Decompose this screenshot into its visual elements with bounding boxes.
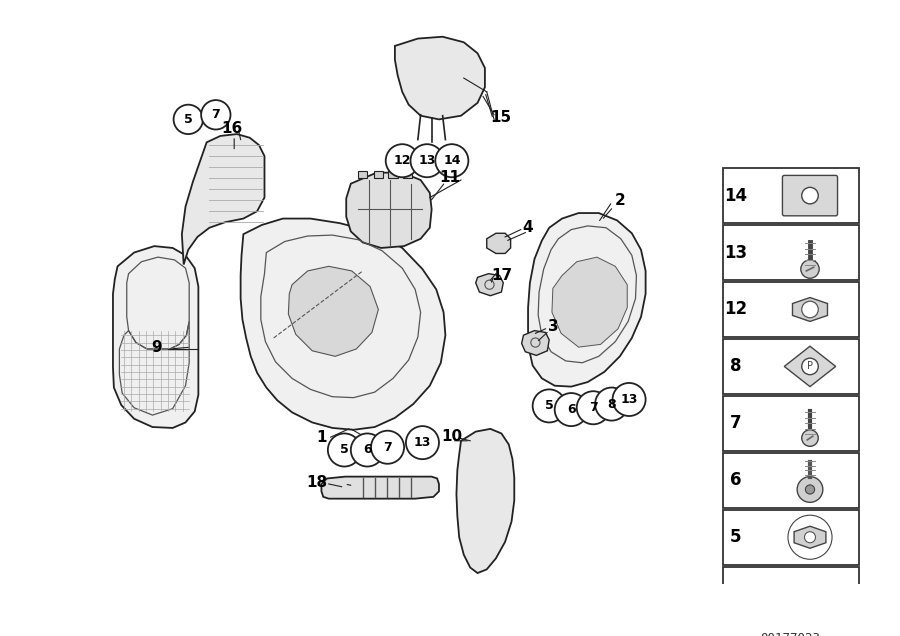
Polygon shape <box>487 233 510 254</box>
Polygon shape <box>346 172 432 248</box>
Circle shape <box>410 144 444 177</box>
Text: 5: 5 <box>730 529 742 546</box>
Bar <box>723 168 859 223</box>
Text: 5: 5 <box>184 113 193 126</box>
Polygon shape <box>522 331 549 356</box>
Text: 8: 8 <box>608 398 616 411</box>
Text: 13: 13 <box>724 244 747 261</box>
Text: 14: 14 <box>443 154 461 167</box>
Circle shape <box>806 485 814 494</box>
Polygon shape <box>476 273 503 296</box>
Text: 5: 5 <box>340 443 349 457</box>
Bar <box>374 171 383 178</box>
Text: 15: 15 <box>490 110 511 125</box>
Bar <box>723 567 859 622</box>
Text: 7: 7 <box>383 441 392 453</box>
Circle shape <box>595 387 628 420</box>
Bar <box>358 171 367 178</box>
Polygon shape <box>456 429 514 573</box>
Text: 2: 2 <box>615 193 626 208</box>
Polygon shape <box>528 213 645 387</box>
Text: 6: 6 <box>567 403 575 416</box>
Circle shape <box>174 105 203 134</box>
Text: 13: 13 <box>418 154 436 167</box>
Text: 00177023: 00177023 <box>760 632 821 636</box>
Text: 6: 6 <box>363 443 372 457</box>
Bar <box>723 225 859 280</box>
Text: 6: 6 <box>730 471 742 489</box>
Circle shape <box>613 383 645 416</box>
Circle shape <box>801 260 819 279</box>
Circle shape <box>554 393 588 426</box>
Text: 7: 7 <box>730 415 742 432</box>
Text: 11: 11 <box>439 170 461 184</box>
Text: 3: 3 <box>547 319 558 333</box>
Text: 1: 1 <box>316 430 327 445</box>
Text: 13: 13 <box>414 436 431 449</box>
Polygon shape <box>552 257 627 347</box>
Polygon shape <box>395 37 485 120</box>
Circle shape <box>802 188 818 204</box>
Circle shape <box>201 100 230 130</box>
Circle shape <box>797 476 823 502</box>
Bar <box>389 171 398 178</box>
Text: 9: 9 <box>151 340 161 355</box>
Circle shape <box>386 144 418 177</box>
Circle shape <box>328 434 361 467</box>
Bar <box>403 171 412 178</box>
FancyBboxPatch shape <box>782 176 838 216</box>
Circle shape <box>406 426 439 459</box>
Circle shape <box>802 301 818 318</box>
Circle shape <box>802 430 818 446</box>
Bar <box>723 339 859 394</box>
Polygon shape <box>794 526 826 548</box>
Text: P: P <box>807 361 813 371</box>
Text: 10: 10 <box>441 429 463 444</box>
Text: 16: 16 <box>221 121 243 136</box>
Text: 12: 12 <box>393 154 411 167</box>
Circle shape <box>351 434 384 467</box>
Text: 5: 5 <box>544 399 554 412</box>
Bar <box>723 453 859 508</box>
Text: 7: 7 <box>589 401 598 414</box>
Polygon shape <box>113 246 198 428</box>
Polygon shape <box>793 298 827 321</box>
Bar <box>723 282 859 337</box>
Text: 13: 13 <box>620 393 638 406</box>
Circle shape <box>577 391 610 424</box>
Text: 8: 8 <box>730 357 742 375</box>
Bar <box>723 396 859 451</box>
Polygon shape <box>288 266 378 356</box>
Circle shape <box>371 431 404 464</box>
Bar <box>723 509 859 565</box>
Polygon shape <box>182 134 265 265</box>
Circle shape <box>802 358 818 375</box>
Circle shape <box>533 389 566 422</box>
Polygon shape <box>321 476 439 499</box>
Polygon shape <box>784 346 836 387</box>
Text: 14: 14 <box>724 186 747 205</box>
Circle shape <box>436 144 468 177</box>
Text: 4: 4 <box>523 220 534 235</box>
Text: 12: 12 <box>724 300 747 319</box>
Circle shape <box>805 532 815 543</box>
Text: 17: 17 <box>491 268 512 283</box>
Text: 18: 18 <box>306 474 328 490</box>
Polygon shape <box>240 219 446 430</box>
Text: 7: 7 <box>212 108 220 121</box>
